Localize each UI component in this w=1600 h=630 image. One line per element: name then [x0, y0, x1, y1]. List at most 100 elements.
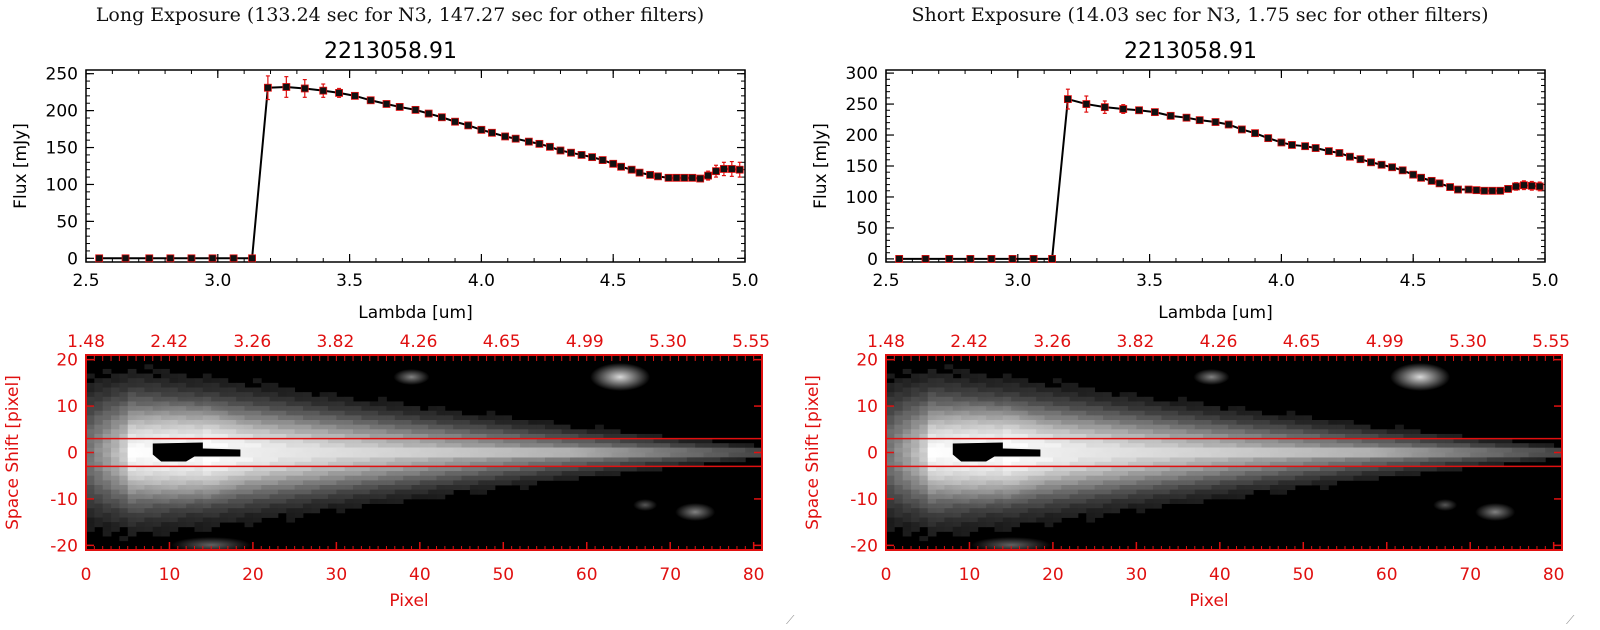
image-pixel [1094, 498, 1104, 504]
image-pixel [1144, 475, 1154, 481]
spectrum-line [99, 85, 740, 260]
image-pixel [428, 457, 437, 463]
data-point [1427, 176, 1436, 185]
image-pixel [277, 475, 287, 481]
image-pixel [902, 531, 912, 537]
image-pixel [936, 378, 945, 384]
image-pixel [1286, 424, 1296, 430]
image-pixel [202, 387, 212, 393]
image-pixel [202, 503, 212, 509]
image-pixel [394, 485, 404, 491]
image-pixel [670, 443, 679, 449]
image-pixel [1019, 517, 1029, 523]
image-pixel [1253, 466, 1262, 472]
image-pixel [944, 401, 954, 407]
x-tick-label: 3.5 [336, 271, 363, 291]
image-pixel [511, 424, 521, 430]
image-pixel [1094, 415, 1104, 421]
resize-grip-icon[interactable]: ⟋ [1566, 613, 1575, 627]
image-pixel [102, 485, 112, 491]
image-pixel [1144, 457, 1154, 463]
image-pixel [319, 475, 329, 481]
image-pixel [361, 475, 371, 481]
image-pixel [1069, 457, 1079, 463]
data-point [1346, 152, 1354, 161]
image-pixel [1211, 466, 1221, 472]
image-pixel [1361, 475, 1371, 481]
image-pixel [1194, 475, 1204, 481]
image-pixel [894, 471, 904, 477]
image-pixel [302, 429, 312, 435]
image-pixel [1411, 457, 1421, 463]
image-pixel [1478, 443, 1488, 449]
image-pixel [194, 387, 204, 393]
image-pixel [1253, 438, 1262, 444]
image-pixel [961, 392, 970, 398]
image-pixel [578, 438, 588, 444]
image-pixel [1311, 471, 1321, 477]
image-pixel [603, 461, 613, 467]
image-pixel [936, 517, 945, 523]
x-tick-label: 0 [881, 565, 892, 585]
resize-grip-icon[interactable]: ⟋ [786, 613, 795, 627]
image-pixel [1478, 461, 1488, 467]
image-pixel [1136, 485, 1146, 491]
image-pixel [494, 429, 504, 435]
image-pixel [394, 433, 404, 439]
image-pixel [1395, 433, 1404, 439]
image-pixel [1086, 415, 1096, 421]
image-pixel [894, 382, 904, 388]
image-pixel [1052, 508, 1062, 514]
image-pixel [169, 373, 179, 379]
image-pixel [1194, 429, 1204, 435]
image-pixel [986, 392, 995, 398]
image-pixel [1261, 485, 1271, 491]
image-pixel [494, 433, 504, 439]
image-pixel [886, 498, 895, 504]
image-pixel [269, 401, 279, 407]
image-pixel [519, 457, 529, 463]
image-pixel [102, 480, 112, 486]
image-pixel [1269, 489, 1279, 495]
image-pixel [361, 410, 371, 416]
image-pixel [911, 415, 920, 421]
image-pixel [136, 387, 145, 393]
image-pixel [461, 438, 471, 444]
image-pixel [1194, 461, 1204, 467]
image-pixel [269, 392, 279, 398]
image-pixel [1486, 438, 1496, 444]
image-pixel [1211, 415, 1221, 421]
image-pixel [244, 480, 254, 486]
image-pixel [494, 420, 504, 426]
image-pixel [1445, 461, 1454, 467]
image-pixel [1094, 503, 1104, 509]
image-pixel [1328, 438, 1338, 444]
image-pixel [152, 526, 162, 532]
image-pixel [1278, 471, 1287, 477]
image-pixel [144, 498, 154, 504]
image-pixel [545, 438, 554, 444]
image-pixel [419, 457, 429, 463]
image-pixel [1361, 429, 1371, 435]
image-pixel [436, 494, 446, 500]
image-pixel [519, 480, 529, 486]
image-pixel [886, 429, 895, 435]
image-pixel [111, 480, 120, 486]
image-pixel [1002, 392, 1012, 398]
image-pixel [628, 457, 638, 463]
image-pixel [1136, 461, 1146, 467]
image-pixel [252, 517, 262, 523]
image-pixel [119, 498, 129, 504]
image-pixel [1119, 466, 1129, 472]
image-pixel [1178, 415, 1187, 421]
image-pixel [261, 498, 271, 504]
image-pixel [102, 471, 112, 477]
data-point [229, 254, 238, 263]
image-pixel [902, 508, 912, 514]
image-pixel [119, 512, 129, 518]
image-pixel [1186, 489, 1196, 495]
image-pixel [1328, 433, 1338, 439]
image-pixel [127, 382, 137, 388]
image-pixel [1428, 466, 1438, 472]
image-pixel [386, 438, 396, 444]
